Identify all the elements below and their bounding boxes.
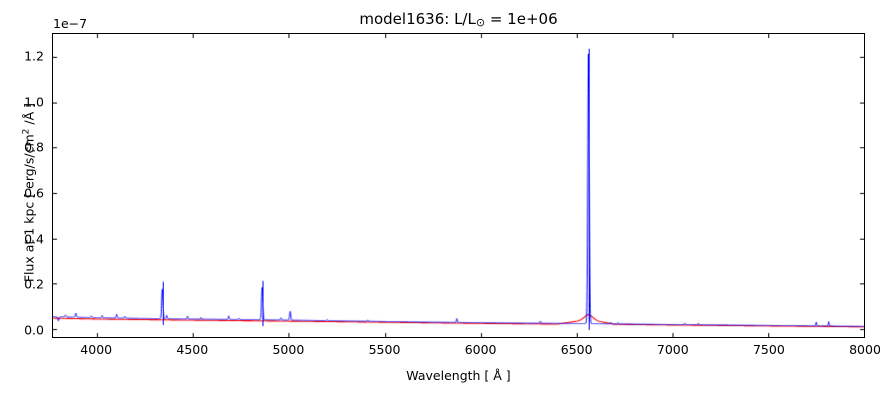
x-tick-label: 4000 [80,342,113,357]
y-axis-label-pre: Flux at 1 kpc [ erg/s/cm [21,134,37,283]
y-tick-label: 1.0 [24,94,44,110]
x-tick-label: 8000 [849,342,880,357]
x-tick-label: 7500 [752,342,785,357]
y-axis-offset-text: 1e−7 [53,16,88,31]
x-tick-label: 5500 [368,342,401,357]
x-tick-label: 6500 [560,342,593,357]
y-tick-label: 1.2 [24,48,44,64]
chart-title: model1636: L/L⊙ = 1e+06 [52,10,865,29]
y-tick-label: 0.2 [24,276,44,292]
spectrum-canvas [53,34,864,337]
chart-title-main: model1636: L/L [359,10,476,28]
y-tick-label: 0.8 [24,139,44,155]
y-axis-label-exponent: 2 [21,128,32,135]
y-tick-label: 0.6 [24,185,44,201]
y-axis-label: Flux at 1 kpc [ erg/s/cm2 /Å ] [21,28,36,358]
x-tick-label: 7000 [656,342,689,357]
y-tick-label: 0.4 [24,231,44,247]
y-tick-label: 0.0 [24,322,44,338]
chart-title-tail: = 1e+06 [485,10,558,28]
x-tick-label: 6000 [464,342,497,357]
solar-symbol-icon: ⊙ [475,16,486,29]
x-tick-label: 4500 [176,342,209,357]
x-axis-label: Wavelength [ Å ] [406,368,511,383]
y-axis-label-post: /Å ] [21,103,37,129]
plot-area [52,33,865,338]
x-tick-label: 5000 [272,342,305,357]
